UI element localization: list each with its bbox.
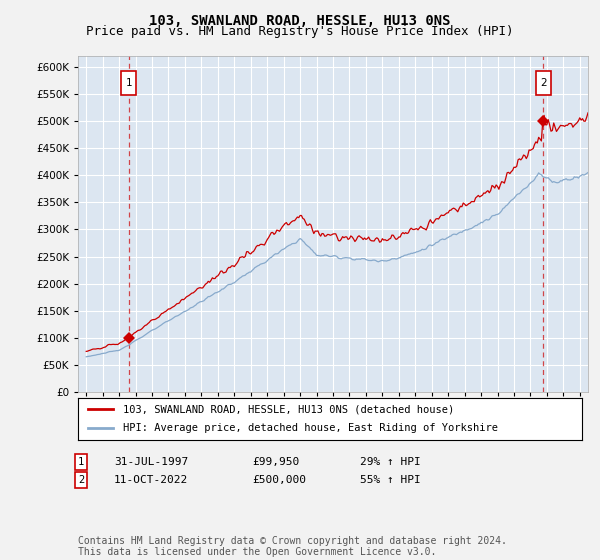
FancyBboxPatch shape (536, 71, 551, 95)
Text: 103, SWANLAND ROAD, HESSLE, HU13 0NS (detached house): 103, SWANLAND ROAD, HESSLE, HU13 0NS (de… (124, 404, 455, 414)
Text: 2: 2 (78, 475, 84, 485)
Text: 2: 2 (540, 78, 547, 88)
Text: 31-JUL-1997: 31-JUL-1997 (114, 457, 188, 467)
FancyBboxPatch shape (121, 71, 136, 95)
Text: HPI: Average price, detached house, East Riding of Yorkshire: HPI: Average price, detached house, East… (124, 423, 499, 433)
Text: 1: 1 (78, 457, 84, 467)
Text: £99,950: £99,950 (252, 457, 299, 467)
Text: £500,000: £500,000 (252, 475, 306, 485)
Text: 55% ↑ HPI: 55% ↑ HPI (360, 475, 421, 485)
Text: Contains HM Land Registry data © Crown copyright and database right 2024.
This d: Contains HM Land Registry data © Crown c… (78, 535, 507, 557)
Text: Price paid vs. HM Land Registry's House Price Index (HPI): Price paid vs. HM Land Registry's House … (86, 25, 514, 38)
Text: 103, SWANLAND ROAD, HESSLE, HU13 0NS: 103, SWANLAND ROAD, HESSLE, HU13 0NS (149, 14, 451, 28)
Text: 29% ↑ HPI: 29% ↑ HPI (360, 457, 421, 467)
Text: 11-OCT-2022: 11-OCT-2022 (114, 475, 188, 485)
Text: 1: 1 (125, 78, 132, 88)
